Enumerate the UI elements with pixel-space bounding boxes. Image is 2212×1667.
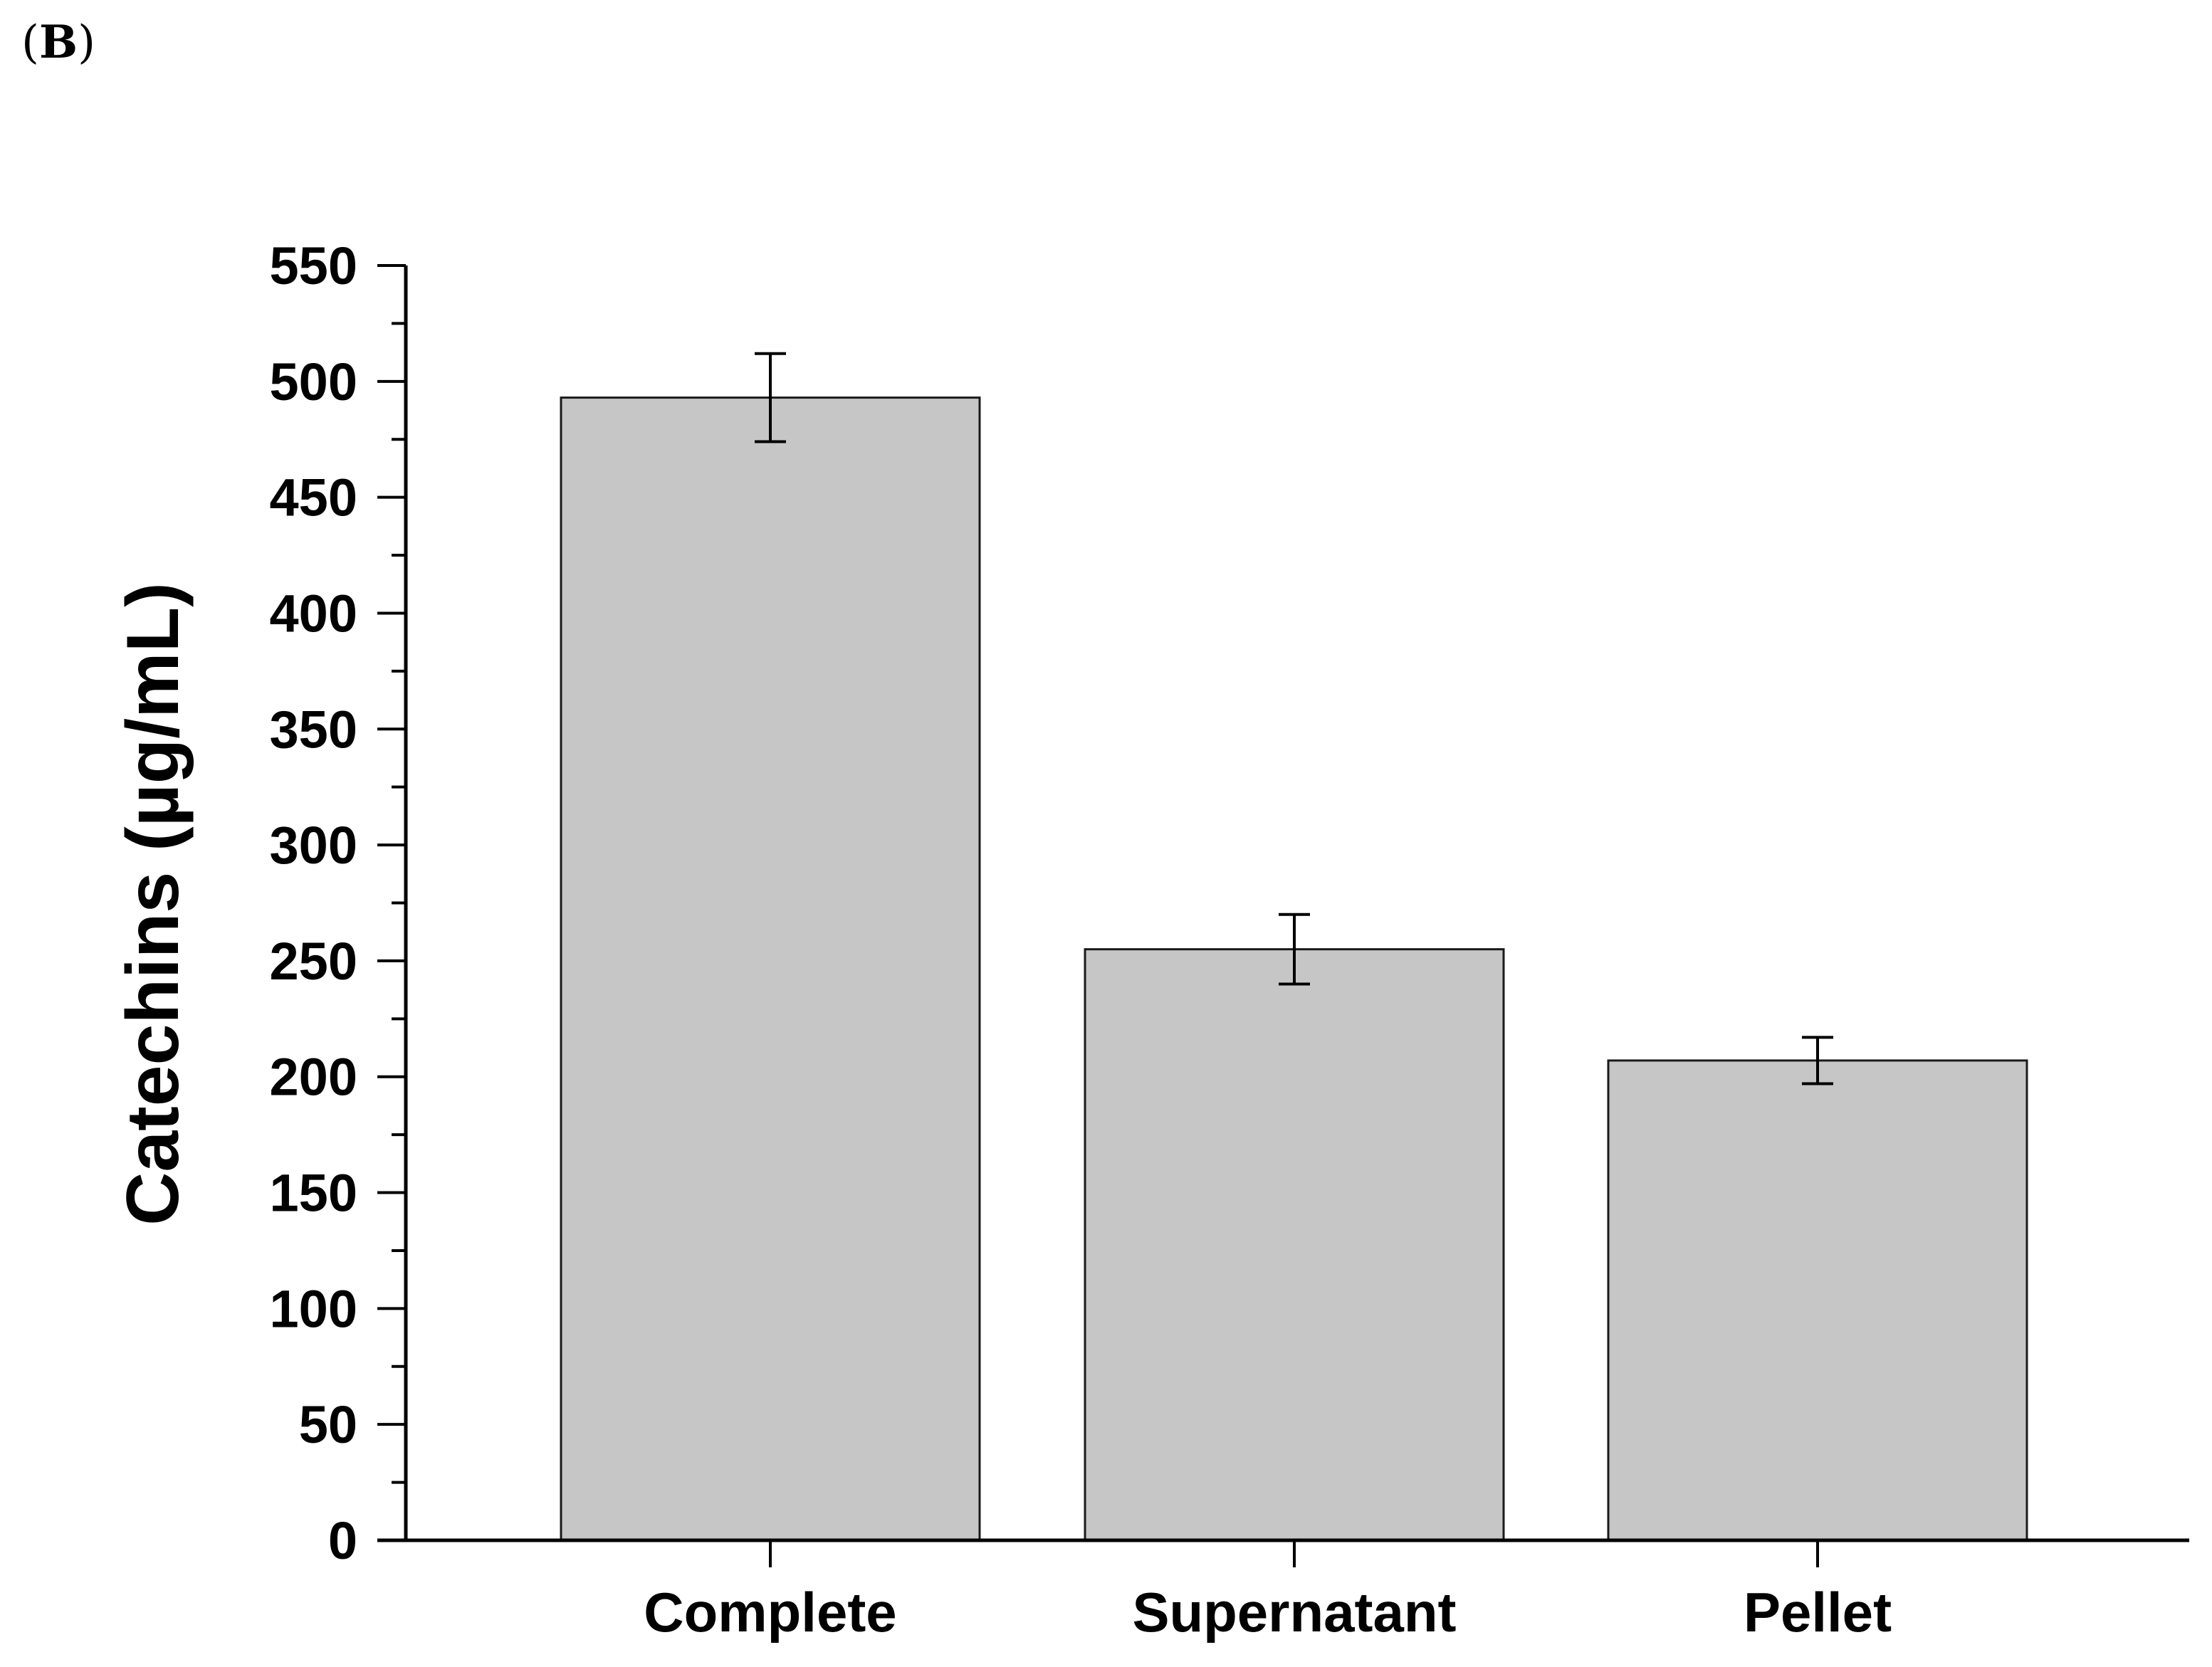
y-tick-label: 500 <box>270 352 357 411</box>
bar-supernatant <box>1084 948 1505 1542</box>
y-tick-label: 50 <box>299 1395 357 1454</box>
bars <box>560 396 2028 1542</box>
error-bar-pellet <box>1802 1036 1833 1085</box>
bar-complete <box>560 396 981 1542</box>
y-tick-label: 550 <box>270 236 357 295</box>
error-bars <box>755 352 1833 1085</box>
y-axis-title-group: Catechins (µg/mL) <box>112 582 194 1226</box>
y-tick-label: 200 <box>270 1048 357 1107</box>
y-tick-label: 400 <box>270 584 357 643</box>
x-tick-label-pellet: Pellet <box>1744 1581 1892 1644</box>
x-tick-label-supernatant: Supernatant <box>1132 1581 1456 1644</box>
y-ticks: 0 50 100 150 200 250 300 350 400 450 500 550 <box>270 236 406 1570</box>
x-ticks: Complete Supernatant Pellet <box>644 1540 1892 1644</box>
y-tick-label: 450 <box>270 468 357 527</box>
bar-pellet <box>1607 1059 2028 1542</box>
y-tick-label: 350 <box>270 700 357 759</box>
y-tick-label: 250 <box>270 932 357 991</box>
y-tick-label: 150 <box>270 1164 357 1223</box>
y-tick-label: 300 <box>270 816 357 875</box>
error-bar-supernatant <box>1279 913 1310 986</box>
y-tick-label: 100 <box>270 1279 357 1338</box>
x-tick-label-complete: Complete <box>644 1581 896 1644</box>
panel-label: (B) <box>21 16 96 69</box>
y-tick-label: 0 <box>328 1511 357 1570</box>
y-axis-title: Catechins (µg/mL) <box>112 582 194 1226</box>
error-bar-complete <box>755 352 786 443</box>
